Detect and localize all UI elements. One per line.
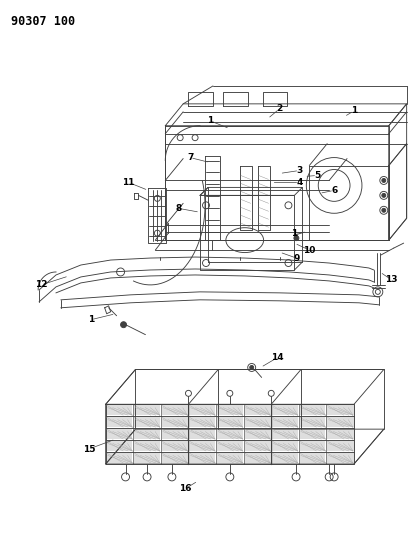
FancyBboxPatch shape <box>272 405 298 415</box>
Text: 6: 6 <box>331 186 337 195</box>
Text: 8: 8 <box>175 204 181 213</box>
FancyBboxPatch shape <box>353 417 355 427</box>
Text: 12: 12 <box>35 280 47 289</box>
FancyBboxPatch shape <box>134 441 160 451</box>
Text: 1: 1 <box>291 229 297 238</box>
Text: 1: 1 <box>88 315 94 324</box>
Circle shape <box>382 193 386 197</box>
FancyBboxPatch shape <box>107 429 132 439</box>
FancyBboxPatch shape <box>134 429 160 439</box>
Text: 1: 1 <box>351 106 357 115</box>
FancyBboxPatch shape <box>244 453 270 463</box>
FancyBboxPatch shape <box>162 405 188 415</box>
FancyBboxPatch shape <box>300 417 325 427</box>
Text: 4: 4 <box>296 178 303 187</box>
Text: 10: 10 <box>303 246 316 255</box>
Text: 9: 9 <box>293 254 299 263</box>
Text: 3: 3 <box>296 166 302 175</box>
FancyBboxPatch shape <box>353 441 355 451</box>
FancyBboxPatch shape <box>328 453 353 463</box>
Text: 5: 5 <box>314 171 320 180</box>
FancyBboxPatch shape <box>328 429 353 439</box>
FancyBboxPatch shape <box>134 405 160 415</box>
FancyBboxPatch shape <box>328 417 353 427</box>
FancyBboxPatch shape <box>328 405 353 415</box>
Circle shape <box>250 366 254 369</box>
FancyBboxPatch shape <box>217 405 243 415</box>
Circle shape <box>294 236 299 240</box>
Text: 16: 16 <box>179 484 191 494</box>
FancyBboxPatch shape <box>300 405 325 415</box>
FancyBboxPatch shape <box>217 441 243 451</box>
FancyBboxPatch shape <box>190 441 215 451</box>
Text: 7: 7 <box>187 153 193 162</box>
FancyBboxPatch shape <box>217 417 243 427</box>
Text: 11: 11 <box>122 178 135 187</box>
Text: 1: 1 <box>207 116 213 125</box>
FancyBboxPatch shape <box>190 429 215 439</box>
Text: 13: 13 <box>385 276 398 285</box>
FancyBboxPatch shape <box>162 441 188 451</box>
Text: 90307 100: 90307 100 <box>11 15 76 28</box>
FancyBboxPatch shape <box>353 429 355 439</box>
FancyBboxPatch shape <box>300 453 325 463</box>
FancyBboxPatch shape <box>272 441 298 451</box>
FancyBboxPatch shape <box>244 441 270 451</box>
FancyBboxPatch shape <box>134 453 160 463</box>
FancyBboxPatch shape <box>272 429 298 439</box>
FancyBboxPatch shape <box>162 417 188 427</box>
Text: 2: 2 <box>276 104 282 114</box>
FancyBboxPatch shape <box>190 417 215 427</box>
FancyBboxPatch shape <box>300 429 325 439</box>
FancyBboxPatch shape <box>190 453 215 463</box>
FancyBboxPatch shape <box>217 429 243 439</box>
FancyBboxPatch shape <box>107 405 132 415</box>
FancyBboxPatch shape <box>244 405 270 415</box>
FancyBboxPatch shape <box>272 417 298 427</box>
Circle shape <box>382 208 386 212</box>
FancyBboxPatch shape <box>107 441 132 451</box>
FancyBboxPatch shape <box>328 441 353 451</box>
FancyBboxPatch shape <box>134 417 160 427</box>
FancyBboxPatch shape <box>300 441 325 451</box>
FancyBboxPatch shape <box>353 405 355 415</box>
FancyBboxPatch shape <box>107 417 132 427</box>
FancyBboxPatch shape <box>217 453 243 463</box>
FancyBboxPatch shape <box>107 453 132 463</box>
Circle shape <box>121 322 126 328</box>
Text: 14: 14 <box>271 353 284 362</box>
FancyBboxPatch shape <box>272 453 298 463</box>
Text: 15: 15 <box>83 445 95 454</box>
FancyBboxPatch shape <box>244 417 270 427</box>
FancyBboxPatch shape <box>190 405 215 415</box>
FancyBboxPatch shape <box>244 429 270 439</box>
FancyBboxPatch shape <box>353 453 355 463</box>
FancyBboxPatch shape <box>162 453 188 463</box>
FancyBboxPatch shape <box>162 429 188 439</box>
Circle shape <box>382 179 386 182</box>
